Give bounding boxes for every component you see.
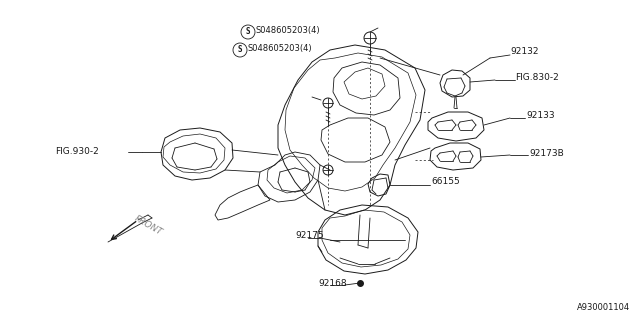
Text: 66155: 66155 — [431, 178, 460, 187]
Text: S048605203(4): S048605203(4) — [247, 44, 312, 52]
Text: 92173B: 92173B — [529, 148, 564, 157]
Text: FRONT: FRONT — [133, 214, 164, 237]
Text: A930001104: A930001104 — [577, 303, 630, 312]
Text: S: S — [246, 28, 250, 36]
Text: 92132: 92132 — [510, 47, 538, 57]
Text: 92168: 92168 — [318, 278, 347, 287]
Text: S: S — [237, 45, 243, 54]
Text: 92133: 92133 — [526, 111, 555, 121]
Text: 92175: 92175 — [295, 231, 324, 241]
Text: S048605203(4): S048605203(4) — [255, 26, 319, 35]
Text: FIG.830-2: FIG.830-2 — [515, 74, 559, 83]
Text: FIG.930-2: FIG.930-2 — [55, 148, 99, 156]
